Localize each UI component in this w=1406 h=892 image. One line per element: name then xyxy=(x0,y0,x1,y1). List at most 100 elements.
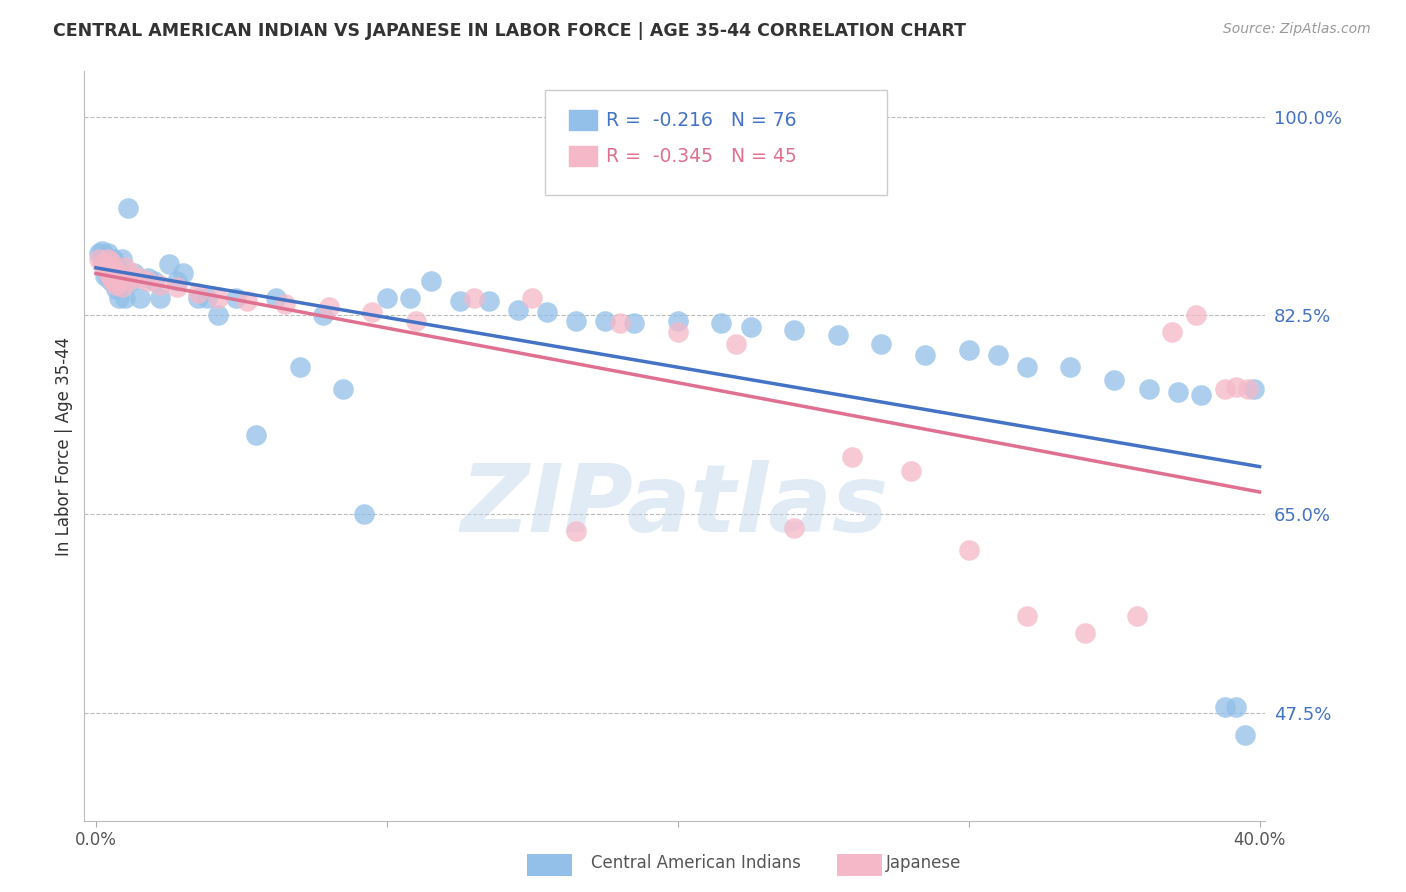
Point xyxy=(1167,384,1189,399)
Point xyxy=(111,252,134,266)
Point xyxy=(93,268,115,283)
Point xyxy=(478,293,501,308)
Point xyxy=(266,292,288,306)
Point xyxy=(361,305,384,319)
Point xyxy=(1161,326,1184,340)
Point xyxy=(405,314,427,328)
Point xyxy=(128,292,150,306)
Bar xyxy=(568,111,598,130)
Point xyxy=(710,317,733,331)
Point xyxy=(353,507,375,521)
Point xyxy=(93,260,115,274)
Point xyxy=(187,285,209,300)
Point xyxy=(623,317,645,331)
Point xyxy=(827,327,849,342)
Point xyxy=(449,293,471,308)
Text: R =  -0.345   N = 45: R = -0.345 N = 45 xyxy=(606,146,797,166)
Point xyxy=(100,255,122,269)
Point xyxy=(783,521,806,535)
Point xyxy=(318,301,340,315)
Point xyxy=(87,252,110,266)
Text: R =  -0.216   N = 76: R = -0.216 N = 76 xyxy=(606,111,797,129)
Point xyxy=(1237,382,1260,396)
Point xyxy=(97,260,120,274)
Point xyxy=(120,274,142,288)
Point xyxy=(87,246,110,260)
Point xyxy=(236,293,259,308)
Point xyxy=(103,274,125,288)
Point xyxy=(108,271,131,285)
Point xyxy=(157,257,180,271)
Point xyxy=(609,317,631,331)
Point xyxy=(143,274,166,288)
Point xyxy=(105,271,128,285)
Point xyxy=(1184,309,1206,323)
Point xyxy=(1015,609,1038,624)
Point xyxy=(93,257,115,271)
Point xyxy=(1126,609,1149,624)
Point xyxy=(957,543,980,558)
Point xyxy=(100,271,122,285)
Text: ZIPatlas: ZIPatlas xyxy=(461,460,889,552)
Point xyxy=(149,292,172,306)
Point xyxy=(565,524,588,538)
Point xyxy=(138,271,160,285)
Point xyxy=(103,260,125,274)
Point xyxy=(117,201,139,215)
Point xyxy=(1225,380,1247,394)
Point xyxy=(288,359,311,374)
Point xyxy=(783,323,806,337)
Point xyxy=(111,274,134,288)
Point xyxy=(419,274,441,288)
Point xyxy=(105,282,128,296)
Point xyxy=(522,292,544,306)
Point xyxy=(900,464,922,478)
Point xyxy=(724,336,747,351)
Point xyxy=(105,260,128,274)
Point xyxy=(506,302,529,317)
Point xyxy=(138,274,160,288)
Point xyxy=(312,309,335,323)
Point xyxy=(97,267,120,281)
Point xyxy=(108,292,131,306)
Point xyxy=(225,292,247,306)
Point xyxy=(105,267,128,281)
Point xyxy=(245,427,267,442)
Point xyxy=(332,382,354,396)
Point xyxy=(120,267,142,281)
Point xyxy=(841,450,863,465)
Point xyxy=(122,267,145,281)
Point xyxy=(536,305,558,319)
Point xyxy=(1015,359,1038,374)
Point xyxy=(114,292,136,306)
Point xyxy=(103,263,125,277)
Point xyxy=(114,267,136,281)
Point xyxy=(97,268,120,283)
Point xyxy=(195,292,218,306)
Point xyxy=(987,348,1010,362)
Point xyxy=(1137,382,1160,396)
Text: Japanese: Japanese xyxy=(886,855,962,872)
Point xyxy=(957,343,980,357)
Bar xyxy=(568,146,598,166)
Y-axis label: In Labor Force | Age 35-44: In Labor Force | Age 35-44 xyxy=(55,336,73,556)
Point xyxy=(870,336,893,351)
Point xyxy=(114,260,136,274)
Point xyxy=(565,314,588,328)
Point xyxy=(100,274,122,288)
Point xyxy=(108,280,131,294)
Point xyxy=(463,292,485,306)
Point xyxy=(1225,700,1247,714)
Point xyxy=(1102,373,1125,387)
Point xyxy=(93,248,115,262)
Point xyxy=(90,252,112,266)
Point xyxy=(149,277,172,292)
Point xyxy=(1059,359,1081,374)
Point xyxy=(399,292,422,306)
FancyBboxPatch shape xyxy=(546,90,887,195)
Point xyxy=(593,314,616,328)
Text: CENTRAL AMERICAN INDIAN VS JAPANESE IN LABOR FORCE | AGE 35-44 CORRELATION CHART: CENTRAL AMERICAN INDIAN VS JAPANESE IN L… xyxy=(53,22,966,40)
Point xyxy=(111,280,134,294)
Point xyxy=(1234,729,1257,743)
Point xyxy=(1243,382,1265,396)
